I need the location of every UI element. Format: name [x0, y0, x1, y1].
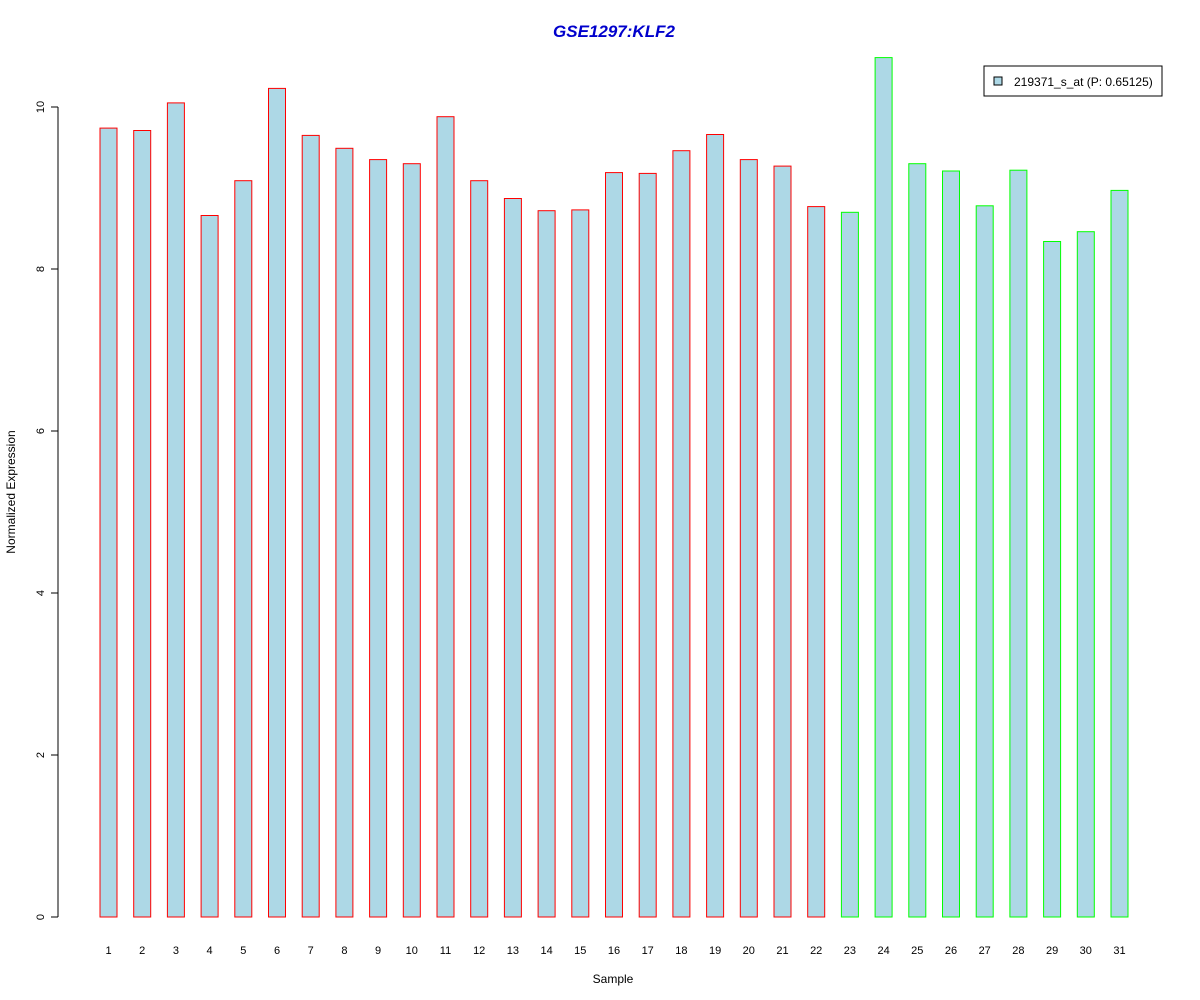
- x-tick-label-27: 27: [979, 945, 991, 957]
- bar-sample-5: [234, 180, 253, 918]
- x-tick-label-1: 1: [105, 945, 111, 957]
- bar-sample-9: [369, 159, 388, 918]
- y-tick-label: 4: [35, 590, 47, 596]
- bar-sample-11: [436, 116, 455, 918]
- bar-sample-23: [840, 211, 859, 918]
- x-axis-label: Sample: [593, 972, 634, 986]
- bar-sample-25: [908, 163, 927, 918]
- x-tick-label-3: 3: [173, 945, 179, 957]
- x-tick-label-19: 19: [709, 945, 721, 957]
- bar-sample-31: [1110, 189, 1129, 918]
- legend-swatch: [993, 76, 1003, 86]
- bar-sample-14: [537, 210, 556, 918]
- bar-sample-19: [706, 134, 725, 918]
- x-tick-label-12: 12: [473, 945, 485, 957]
- x-tick-label-20: 20: [743, 945, 755, 957]
- bar-sample-6: [268, 87, 286, 918]
- x-tick-label-15: 15: [574, 945, 586, 957]
- bar-sample-29: [1043, 241, 1062, 918]
- x-tick-label-2: 2: [139, 945, 145, 957]
- chart-title: GSE1297:KLF2: [553, 22, 675, 41]
- bar-sample-27: [975, 205, 994, 918]
- bar-sample-1: [99, 127, 118, 918]
- x-tick-label-31: 31: [1113, 945, 1125, 957]
- bar-sample-7: [301, 134, 320, 918]
- x-tick-label-9: 9: [375, 945, 381, 957]
- bar-sample-13: [503, 198, 522, 918]
- bar-sample-21: [773, 165, 792, 918]
- bar-sample-2: [133, 130, 152, 918]
- x-tick-label-30: 30: [1080, 945, 1092, 957]
- legend-box: [983, 65, 1163, 97]
- bar-sample-24: [874, 57, 893, 918]
- x-tick-label-11: 11: [440, 945, 451, 957]
- x-tick-label-7: 7: [308, 945, 314, 957]
- x-tick-label-26: 26: [945, 945, 957, 957]
- x-tick-label-6: 6: [274, 945, 280, 957]
- bar-sample-16: [605, 172, 623, 918]
- bar-sample-3: [166, 102, 185, 918]
- y-tick-label: 0: [35, 914, 47, 920]
- x-tick-label-28: 28: [1012, 945, 1024, 957]
- x-tick-label-17: 17: [642, 945, 654, 957]
- bar-sample-20: [739, 159, 758, 918]
- x-tick-label-16: 16: [608, 945, 620, 957]
- bar-sample-17: [638, 172, 657, 918]
- bars-group: [99, 57, 1129, 918]
- x-tick-label-25: 25: [911, 945, 923, 957]
- bar-sample-26: [942, 170, 960, 918]
- x-tick-label-24: 24: [877, 945, 889, 957]
- x-tick-label-29: 29: [1046, 945, 1058, 957]
- y-axis: 0 2 4 6 8 10: [35, 101, 59, 920]
- x-tick-label-13: 13: [507, 945, 519, 957]
- bar-sample-12: [470, 180, 489, 918]
- legend-label: 219371_s_at (P: 0.65125): [1014, 75, 1153, 89]
- bar-sample-4: [200, 215, 219, 918]
- x-tick-label-18: 18: [675, 945, 687, 957]
- bar-sample-10: [402, 163, 421, 918]
- y-tick-label: 10: [35, 101, 47, 113]
- legend: 219371_s_at (P: 0.65125): [983, 65, 1163, 97]
- bar-sample-8: [335, 147, 354, 918]
- x-tick-label-14: 14: [540, 945, 552, 957]
- y-tick-label: 2: [35, 752, 47, 758]
- bar-sample-15: [571, 209, 590, 918]
- bar-sample-18: [672, 150, 691, 918]
- bar-sample-22: [807, 206, 826, 918]
- x-tick-label-4: 4: [207, 945, 213, 957]
- y-tick-label: 8: [35, 266, 47, 272]
- y-axis-label: Normalized Expression: [4, 430, 18, 553]
- y-tick-label: 6: [35, 428, 47, 434]
- bar-sample-30: [1076, 231, 1095, 918]
- x-tick-label-5: 5: [240, 945, 246, 957]
- x-tick-label-8: 8: [341, 945, 347, 957]
- x-tick-label-10: 10: [406, 945, 418, 957]
- x-tick-label-21: 21: [776, 945, 788, 957]
- bar-sample-28: [1009, 169, 1028, 918]
- x-tick-label-23: 23: [844, 945, 856, 957]
- x-tick-labels: 1 2 3 4 5 6 7 8 9 10 11 12 13 14 15 16 17 18 19 20 21 22 23 24 2…: [105, 945, 1125, 957]
- x-tick-label-22: 22: [810, 945, 822, 957]
